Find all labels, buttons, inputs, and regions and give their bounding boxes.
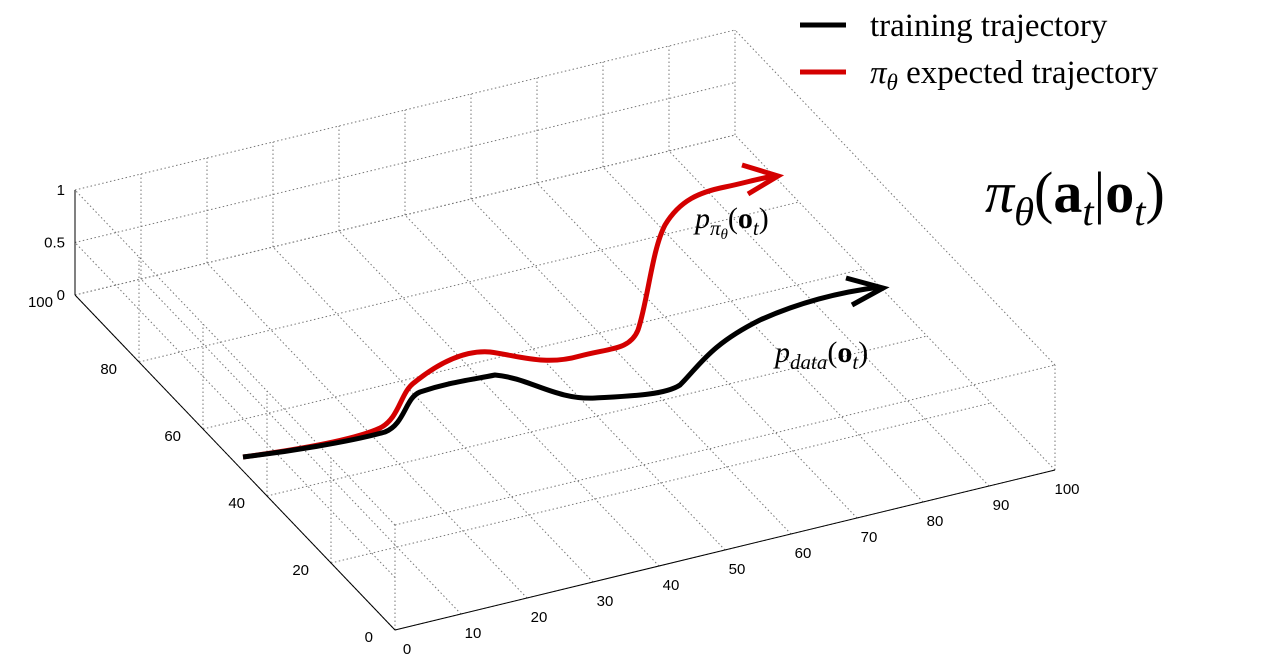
grid-line xyxy=(734,29,1056,366)
x-tick-label: 60 xyxy=(795,545,812,562)
grid-line xyxy=(272,246,594,583)
grid-line xyxy=(536,182,858,519)
text-part: ( xyxy=(1034,160,1053,225)
grid-line xyxy=(404,214,726,551)
legend-label: training trajectory xyxy=(870,8,1108,44)
text-part: t xyxy=(1082,189,1095,234)
grid-line xyxy=(74,189,396,526)
grid-line xyxy=(138,201,800,363)
axis-line xyxy=(394,469,1056,631)
grid-line xyxy=(202,268,864,430)
text-part: ) xyxy=(858,336,868,369)
training-trajectory xyxy=(242,284,881,460)
grid-line xyxy=(206,262,528,599)
text-part: ) xyxy=(1146,160,1165,225)
annotation: pdata(ot) xyxy=(773,336,868,374)
text-part: t xyxy=(753,216,760,240)
text-part: | xyxy=(1094,160,1106,225)
y-tick-label: 20 xyxy=(292,562,309,579)
text-part: θ xyxy=(721,227,729,243)
text-part: ) xyxy=(759,202,769,235)
text-part: training trajectory xyxy=(870,8,1108,44)
text-part: o xyxy=(837,336,852,369)
grid-line xyxy=(338,230,660,567)
text-part: ( xyxy=(827,336,837,369)
x-tick-label: 30 xyxy=(597,593,614,610)
grid-line xyxy=(668,150,990,487)
annotation: pπθ(ot) xyxy=(693,202,769,243)
text-part: t xyxy=(852,350,859,374)
x-tick-label: 90 xyxy=(993,497,1010,514)
grid-line xyxy=(734,134,1056,471)
x-tick-label: 80 xyxy=(927,513,944,530)
expected-trajectory xyxy=(242,173,776,460)
grid-line xyxy=(74,82,736,243)
grid-line xyxy=(140,278,462,615)
grid-line xyxy=(266,335,928,497)
x-tick-label: 100 xyxy=(1054,481,1079,498)
text-part: expected trajectory xyxy=(898,55,1159,91)
x-tick-label: 50 xyxy=(729,561,746,578)
text-part: ( xyxy=(728,202,738,235)
text-part: t xyxy=(1134,189,1147,234)
policy-formula: πθ(at|ot) xyxy=(985,160,1165,234)
text-part: π xyxy=(710,216,721,240)
text-part: π xyxy=(870,55,888,91)
text-part: θ xyxy=(887,69,898,95)
x-tick-label: 70 xyxy=(861,529,878,546)
z-tick-label: 0.5 xyxy=(44,235,65,252)
x-tick-label: 0 xyxy=(403,641,411,658)
y-tick-label: 80 xyxy=(100,361,117,378)
x-tick-label: 10 xyxy=(465,625,482,642)
grid-line xyxy=(74,29,736,191)
text-part: data xyxy=(790,350,827,374)
arrow-head xyxy=(741,162,785,197)
grid-line xyxy=(602,166,924,503)
z-tick-label: 1 xyxy=(57,182,65,199)
z-tick-label: 0 xyxy=(57,287,65,304)
text-part: p xyxy=(693,202,710,235)
y-tick-label: 40 xyxy=(228,495,245,512)
y-tick-label: 0 xyxy=(365,629,373,646)
text-part: o xyxy=(1105,160,1134,225)
grid-line xyxy=(74,242,396,578)
grid-line xyxy=(394,364,1056,526)
grid-line xyxy=(74,134,736,296)
grid-line xyxy=(470,198,792,535)
legend-label: πθ expected trajectory xyxy=(870,55,1159,95)
x-tick-label: 40 xyxy=(663,577,680,594)
text-part: a xyxy=(1053,160,1082,225)
y-tick-label: 60 xyxy=(164,428,181,445)
y-tick-label: 100 xyxy=(28,294,53,311)
axis-line xyxy=(74,294,396,631)
text-part: p xyxy=(773,336,790,369)
x-tick-label: 20 xyxy=(531,609,548,626)
text-part: θ xyxy=(1014,189,1034,234)
grid-line xyxy=(330,402,992,564)
text-part: o xyxy=(738,202,753,235)
text-part: π xyxy=(985,160,1016,225)
arrow-head xyxy=(845,275,890,308)
